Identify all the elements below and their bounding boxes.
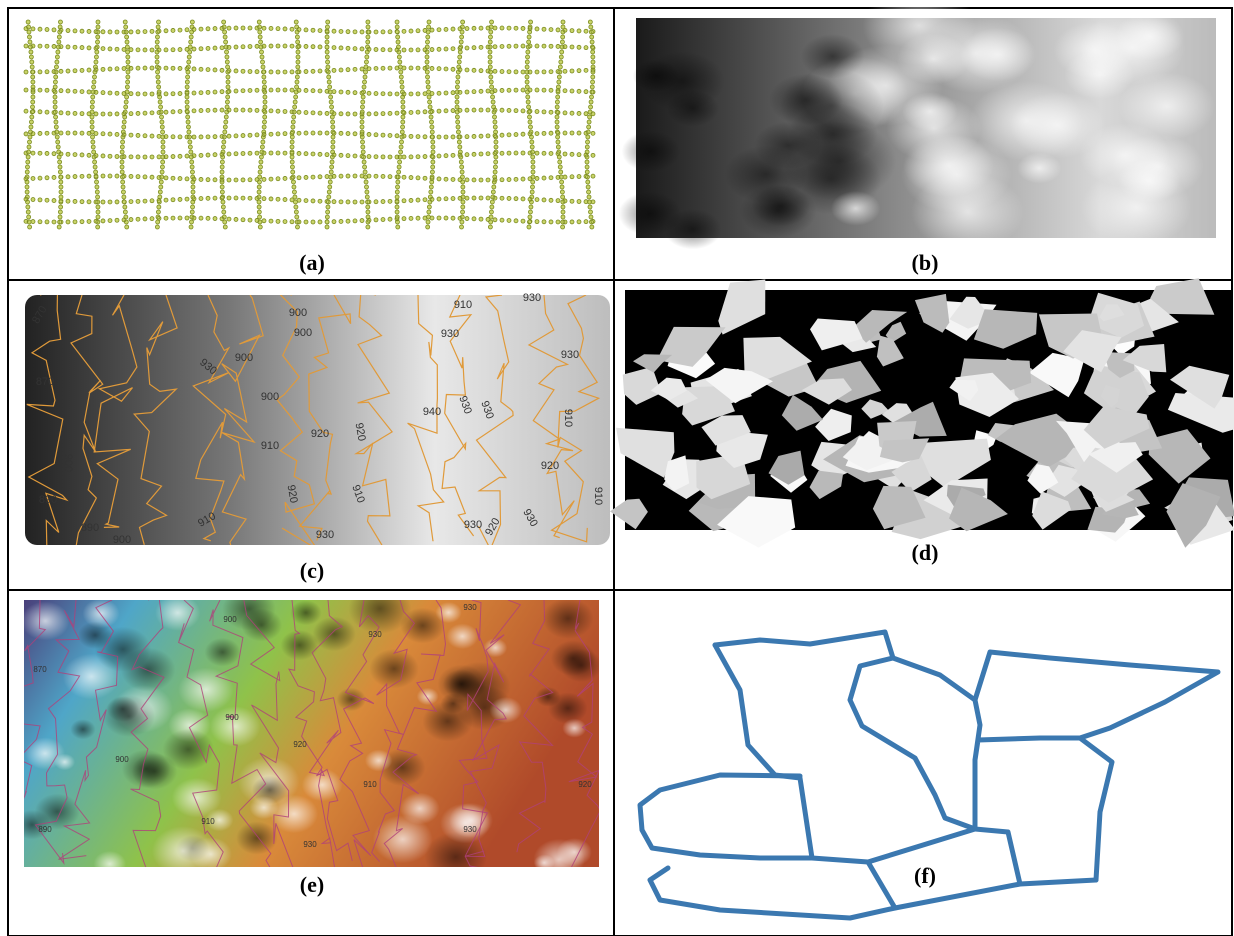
relief: [205, 638, 241, 667]
texture: [622, 131, 681, 172]
contour-label: 930: [463, 825, 477, 834]
contour-label: 900: [261, 391, 279, 403]
caption: (f): [914, 863, 936, 888]
relief: [21, 602, 70, 641]
contour-label: 900: [115, 755, 129, 764]
texture: [1118, 159, 1180, 202]
contour-label: 930: [561, 349, 579, 361]
contour-label: 910: [363, 780, 377, 789]
relief: [281, 630, 319, 660]
contour-label: 900: [294, 327, 312, 339]
texture: [780, 69, 884, 142]
relief: [446, 624, 478, 650]
contour-label: 890: [81, 522, 99, 534]
texture: [831, 191, 880, 226]
texture: [1080, 11, 1186, 85]
relief: [422, 701, 472, 741]
contour-label: 920: [311, 428, 329, 440]
contour-label: 900: [225, 713, 239, 722]
figure: (a) (b) (c) (d) (e) (f) 870 930 910 900 900 9…: [0, 0, 1234, 936]
contour-label: 890: [39, 494, 57, 506]
relief: [483, 638, 507, 657]
relief: [132, 753, 177, 789]
caption: (e): [300, 872, 324, 897]
relief: [54, 754, 75, 771]
caption: (b): [912, 250, 939, 275]
texture: [664, 209, 722, 249]
contour-label: 930: [464, 519, 482, 531]
point-grid-image: [24, 20, 595, 229]
contour-label: 870: [33, 665, 47, 674]
contour-label: 910: [562, 409, 574, 427]
relief: [78, 621, 112, 649]
contour-label: 900: [113, 534, 131, 546]
survey-points: [24, 20, 595, 229]
relief: [369, 649, 419, 689]
texture: [886, 95, 981, 162]
relief: [190, 837, 232, 871]
contour-label: 900: [223, 615, 237, 624]
contour-label: 900: [289, 307, 307, 319]
texture: [633, 60, 679, 92]
grayscale-dem-image: [618, 0, 1216, 251]
contour-label: 920: [293, 740, 307, 749]
contour-label: 930: [368, 630, 382, 639]
contour-label: 900: [62, 454, 74, 472]
relief: [437, 665, 486, 704]
relief: [103, 695, 155, 737]
contour-label: 940: [423, 406, 441, 418]
contour-label: 890: [38, 825, 52, 834]
relief: [417, 688, 439, 706]
contour-label: 910: [592, 487, 604, 505]
relief: [121, 648, 176, 692]
relief: [542, 598, 593, 639]
relief: [560, 649, 602, 682]
contour-label: 930: [523, 292, 541, 304]
caption: (c): [300, 558, 324, 583]
contour-label: 910: [261, 440, 279, 452]
contour-label: 930: [316, 529, 334, 541]
relief: [290, 600, 321, 625]
contour-label: 870: [36, 376, 54, 388]
contour-label: 930: [303, 840, 317, 849]
caption: (a): [299, 250, 325, 275]
texture: [752, 185, 811, 226]
colored-relief-image: [0, 583, 602, 882]
texture: [667, 90, 719, 127]
relief: [93, 851, 126, 877]
relief: [155, 595, 200, 631]
caption: (d): [912, 540, 939, 565]
contour-label: 920: [541, 460, 559, 472]
relief: [400, 608, 445, 644]
relief: [533, 839, 585, 880]
slope-image: [610, 278, 1234, 548]
contour-label: 900: [235, 352, 253, 364]
contour-label: 910: [454, 299, 472, 311]
contour-map-image: [25, 290, 610, 561]
contour-label: 910: [201, 817, 215, 826]
texture: [1010, 92, 1105, 159]
relief: [241, 609, 282, 642]
relief: [548, 692, 588, 724]
relief: [236, 821, 278, 854]
contour-label: 930: [441, 328, 459, 340]
contour-label: 920: [578, 780, 592, 789]
contour-label: 930: [463, 603, 477, 612]
relief: [70, 719, 95, 739]
